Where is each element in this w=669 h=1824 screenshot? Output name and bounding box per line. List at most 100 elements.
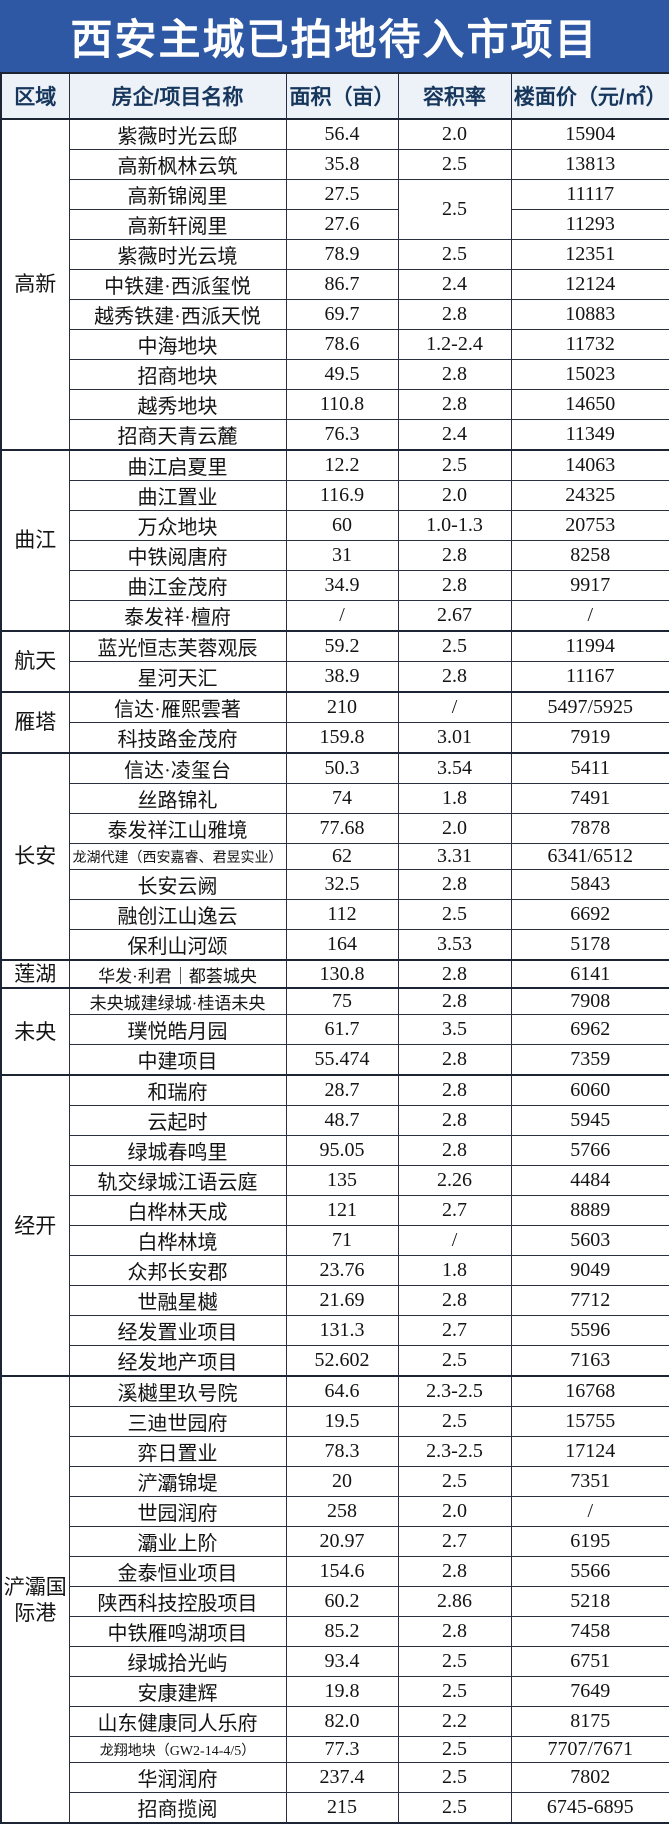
area-cell: 77.3 [285,1736,399,1764]
floor-price-cell: 11349 [510,419,669,451]
table-row: 中海地块 78.6 1.2-2.4 11732 [1,329,669,360]
table-row: 轨交绿城江语云庭 135 2.26 4484 [1,1165,669,1197]
area-cell: 159.8 [285,722,399,754]
project-name-cell: 越秀铁建·西派天悦 [68,299,287,330]
table-row: 中铁阅唐府 31 2.8 8258 [1,540,669,571]
table-row: 世园润府 258 2.0/ [1,1496,669,1528]
area-cell: 52.602 [285,1345,399,1377]
floor-price-cell: 8889 [510,1195,669,1227]
table-row: 中建项目 55.474 2.8 7359 [1,1044,669,1076]
project-name-cell: 世园润府 [68,1496,287,1528]
area-cell: 121 [285,1195,399,1227]
project-name-cell: 经发置业项目 [68,1315,287,1347]
table-row: 安康建辉 19.8 2.5 7649 [1,1676,669,1708]
floor-price-cell: / [510,600,669,632]
table-row: 曲江 曲江启夏里 12.2 2.5 14063 [0,449,669,632]
floor-price-cell: 14063 [510,449,669,481]
table-row: 白桦林天成 121 2.7 8889 [1,1195,669,1227]
region-label: 莲湖 [0,958,70,989]
floor-price-cell: 6692 [510,899,669,930]
area-cell: 20.97 [285,1526,399,1558]
area-cell: 60 [285,510,399,541]
project-name-cell: 白桦林天成 [68,1195,287,1227]
header-row: 区域 房企/项目名称 面积（亩） 容积率 楼面价（元/㎡） [0,72,669,120]
floor-price-cell: 5178 [510,929,669,961]
project-name-cell: 世融星樾 [68,1285,287,1317]
table-row: 泰发祥·檀府/2.67/ [1,600,669,632]
project-name-cell: 经发地产项目 [68,1345,287,1377]
plot-ratio-cell: 2.3-2.5 [397,1375,512,1408]
project-name-cell: 浐灞锦堤 [68,1466,287,1498]
area-cell: 69.7 [285,299,399,330]
table-row: 绿城春鸣里 95.05 2.8 5766 [1,1135,669,1167]
project-name-cell: 泰发祥江山雅境 [68,813,287,844]
project-name-cell: 高新枫林云筑 [68,149,287,180]
area-cell: 237.4 [285,1762,399,1794]
project-name-cell: 招商揽阅 [68,1792,287,1824]
table-row: 高新枫林云筑 35.8 2.5 13813 [1,149,669,180]
region-label: 长安 [0,752,70,961]
floor-price-cell: 10883 [510,299,669,330]
area-cell: 258 [285,1496,399,1528]
floor-price-cell: 15904 [510,118,669,150]
floor-price-cell: 9049 [510,1255,669,1287]
plot-ratio-cell: 2.5 [397,630,512,662]
table-row: 浐灞锦堤 20 2.5 7351 [1,1466,669,1498]
project-name-cell: 轨交绿城江语云庭 [68,1165,287,1197]
project-name-cell: 信达·凌玺台 [68,752,287,784]
plot-ratio-cell: 2.7 [397,1195,512,1227]
region-label: 曲江 [0,449,70,632]
plot-ratio-cell: 2.5 [397,1406,512,1438]
table-row: 招商天青云麓 76.3 2.4 11349 [1,419,669,451]
project-name-cell: 招商天青云麓 [68,419,287,451]
plot-ratio-cell: 2.8 [397,389,512,420]
table-row: 曲江置业 116.9 2.0 24325 [1,480,669,511]
area-cell: 27.5 [285,179,399,210]
project-name-cell: 星河天汇 [68,661,287,693]
table-row: 高新锦阅里 27.5 2.5 11117 [1,179,669,240]
region-label: 经开 [0,1074,70,1377]
area-cell: 59.2 [285,630,399,662]
table-row: 未央 未央城建绿城·桂语未央 75 2.8 7908 [0,987,669,1076]
project-name-cell: 璞悦皓月园 [68,1014,287,1046]
plot-ratio-cell: 2.0 [397,813,512,844]
project-name-cell: 科技路金茂府 [68,722,287,754]
area-cell: 78.6 [285,329,399,360]
floor-price-cell: 5497/5925 [510,691,669,723]
table-row: 经开 和瑞府 28.7 2.8 6060 [0,1074,669,1377]
project-name-cell: 高新轩阅里 [68,209,287,240]
table-row: 中铁建·西派玺悦 86.7 2.4 12124 [1,269,669,300]
project-name-cell: 信达·雁熙雲著 [68,691,287,723]
plot-ratio-cell: 2.5 [397,1676,512,1708]
project-name-cell: 万众地块 [68,510,287,541]
project-name-cell: 中铁雁鸣湖项目 [68,1616,287,1648]
project-name-cell: 紫薇时光云境 [68,239,287,270]
plot-ratio-cell: 2.4 [397,419,512,451]
plot-ratio-cell: 2.4 [397,269,512,300]
project-name-cell: 云起时 [68,1105,287,1137]
project-name-cell: 保利山河颂 [68,929,287,961]
table-row: 华润润府 237.4 2.5 7802 [1,1762,669,1794]
plot-ratio-cell: 2.8 [397,570,512,601]
plot-ratio-cell: 1.2-2.4 [397,329,512,360]
col-header-price: 楼面价（元/㎡） [510,72,669,120]
floor-price-cell: 6141 [510,958,669,989]
area-cell: 60.2 [285,1586,399,1618]
floor-price-cell: 24325 [510,480,669,511]
table-row: 经发置业项目 131.3 2.7 5596 [1,1315,669,1347]
table-row: 万众地块 60 1.0-1.3 20753 [1,510,669,541]
plot-ratio-cell: 2.5 [397,179,512,240]
floor-price-cell: 6341/6512 [510,843,669,870]
table-body: 高新 紫薇时光云邸 56.4 2.0 15904 高新枫林云筑 35.8 2.5 13813 高新… [0,118,669,1824]
plot-ratio-cell: 2.8 [397,1044,512,1076]
table-row: 璞悦皓月园 61.7 3.5 6962 [1,1014,669,1046]
floor-price-cell: 15755 [510,1406,669,1438]
area-cell: 164 [285,929,399,961]
floor-price-cell: 6195 [510,1526,669,1558]
plot-ratio-cell: 2.8 [397,661,512,693]
table-row: 航天 蓝光恒志芙蓉观辰 59.2 2.5 11994 [0,630,669,693]
page-title: 西安主城已拍地待入市项目 [0,0,669,72]
plot-ratio-cell: 1.8 [397,783,512,814]
project-name-cell: 三迪世园府 [68,1406,287,1438]
table-row: 长安 信达·凌玺台 50.3 3.54 5411 [0,752,669,961]
